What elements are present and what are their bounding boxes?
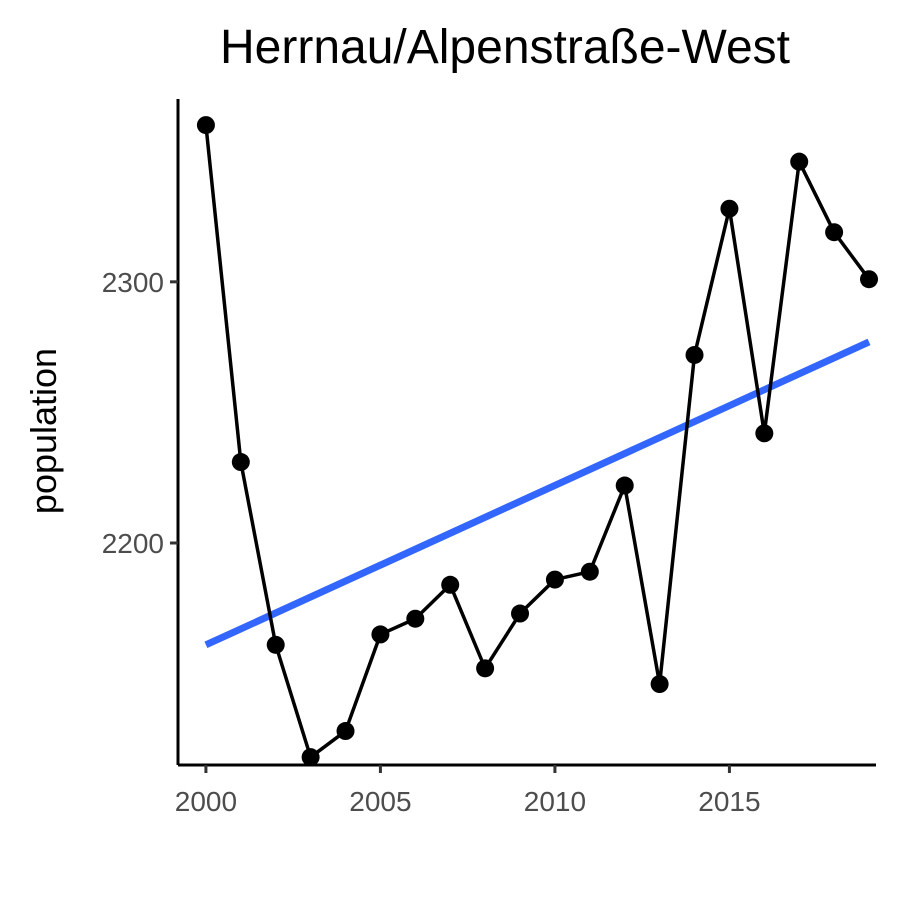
data-point — [441, 575, 460, 594]
data-point — [266, 635, 285, 654]
data-point — [755, 424, 774, 443]
x-tick-label: 2005 — [349, 786, 411, 817]
data-point — [720, 199, 739, 218]
y-tick-label: 2200 — [102, 528, 164, 559]
y-tick-label: 2300 — [102, 267, 164, 298]
data-point — [650, 675, 669, 694]
series-layer — [196, 116, 879, 767]
axis-ticks: 2200 2300 2000 2005 2010 2015 — [102, 267, 761, 817]
data-point — [196, 116, 215, 135]
data-point — [615, 476, 634, 495]
x-tick-label: 2015 — [698, 786, 760, 817]
data-point — [301, 748, 320, 767]
data-point — [580, 562, 599, 581]
data-point — [371, 625, 390, 644]
x-tick-label: 2010 — [524, 786, 586, 817]
data-point — [860, 270, 879, 289]
y-axis-label: population — [23, 348, 64, 514]
x-tick-label: 2000 — [175, 786, 237, 817]
data-point — [511, 604, 530, 623]
data-point — [825, 223, 844, 242]
data-point — [685, 345, 704, 364]
data-point — [406, 609, 425, 628]
series-line — [204, 124, 871, 759]
data-point — [231, 453, 250, 472]
data-point — [790, 152, 809, 171]
data-point — [545, 570, 564, 589]
chart-title: Herrnau/Alpenstraße-West — [220, 21, 790, 74]
data-point — [336, 722, 355, 741]
data-point — [476, 659, 495, 678]
